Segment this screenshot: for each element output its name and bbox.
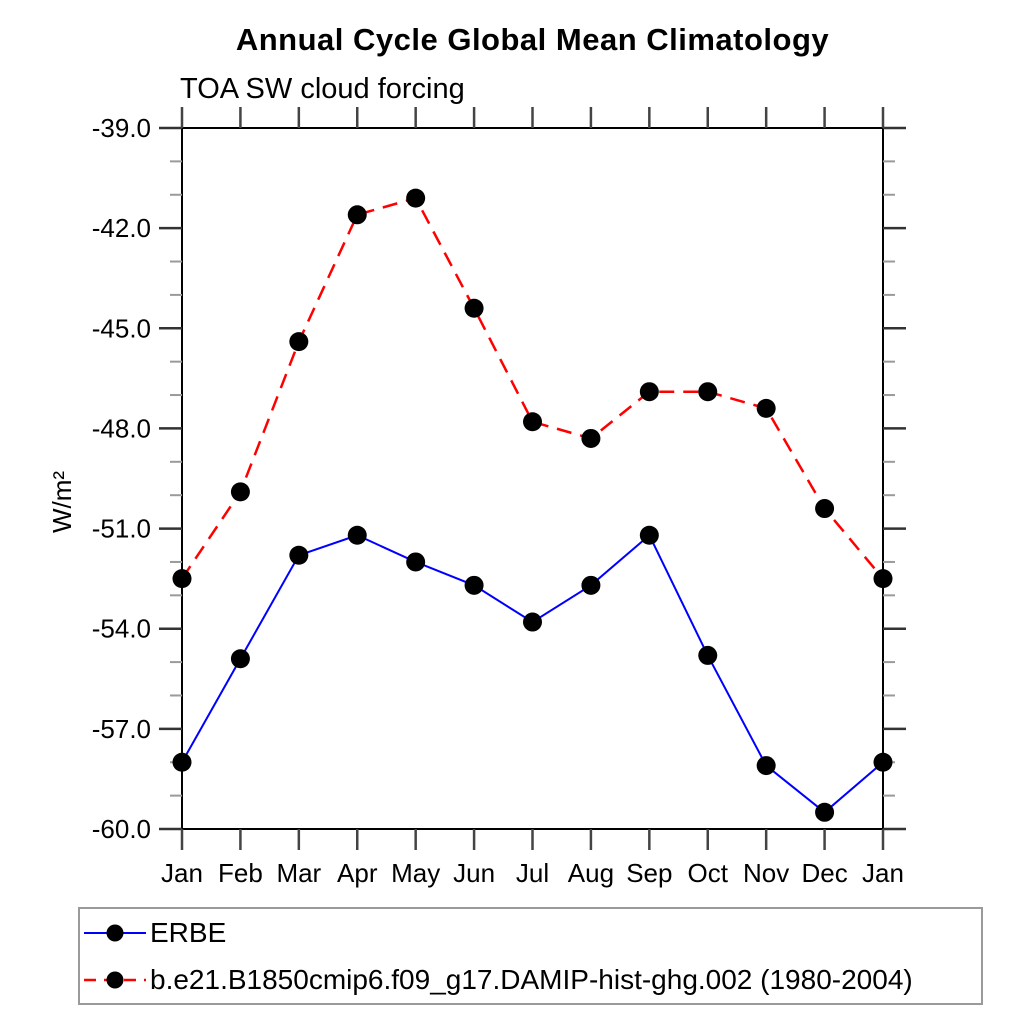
x-axis-tick-label: Mar — [276, 858, 321, 888]
data-point-marker — [581, 575, 601, 595]
data-point-marker — [347, 205, 367, 225]
data-point-marker — [289, 332, 309, 352]
data-point-marker — [406, 552, 426, 572]
data-point-marker — [230, 649, 250, 669]
x-axis-tick-label: Jan — [862, 858, 904, 888]
x-axis-tick-label: Feb — [218, 858, 263, 888]
plot-frame — [181, 127, 884, 830]
x-axis-tick-label: Oct — [688, 858, 729, 888]
data-point-marker — [172, 569, 192, 589]
data-point-marker — [289, 545, 309, 565]
data-point-marker — [639, 525, 659, 545]
y-axis-tick-label: -51.0 — [92, 514, 151, 544]
x-axis-tick-label: Nov — [743, 858, 789, 888]
x-axis-tick-label: Jan — [161, 858, 203, 888]
legend-sample-marker — [106, 924, 124, 941]
y-axis-tick-label: -42.0 — [92, 213, 151, 243]
data-point-marker — [873, 752, 893, 772]
data-point-marker — [464, 298, 484, 318]
y-axis-tick-label: -57.0 — [92, 714, 151, 744]
x-axis-tick-label: Sep — [626, 858, 672, 888]
x-axis-tick-label: Jul — [516, 858, 549, 888]
legend-item-erbe: ERBE — [80, 916, 981, 950]
data-point-marker — [464, 575, 484, 595]
data-point-marker — [873, 569, 893, 589]
data-point-marker — [698, 645, 718, 665]
y-axis-tick-label: -45.0 — [92, 313, 151, 343]
x-axis-tick-label: Jun — [453, 858, 495, 888]
legend-label-erbe: ERBE — [150, 916, 227, 948]
data-point-marker — [347, 525, 367, 545]
x-axis-tick-label: Dec — [801, 858, 847, 888]
legend-label-model: b.e21.B1850cmip6.f09_g17.DAMIP-hist-ghg.… — [150, 963, 913, 995]
y-axis-tick-label: -54.0 — [92, 614, 151, 644]
chart-subtitle: TOA SW cloud forcing — [180, 73, 465, 105]
data-point-marker — [230, 482, 250, 502]
legend-item-model: b.e21.B1850cmip6.f09_g17.DAMIP-hist-ghg.… — [80, 963, 981, 997]
legend-line-solid-icon — [84, 924, 146, 941]
x-axis-tick-label: May — [391, 858, 440, 888]
data-point-marker — [756, 398, 776, 418]
data-point-marker — [815, 802, 835, 822]
data-point-marker — [698, 382, 718, 402]
data-point-marker — [523, 612, 542, 632]
legend-sample-marker — [106, 971, 124, 988]
legend-line-dashed-icon — [84, 971, 146, 988]
data-point-marker — [406, 188, 426, 208]
x-axis-tick-label: Apr — [337, 858, 378, 888]
series-line-0 — [181, 533, 884, 814]
data-point-marker — [639, 382, 659, 402]
series-line-1 — [180, 196, 884, 580]
legend: ERBE b.e21.B1850cmip6.f09_g17.DAMIP-hist… — [78, 907, 983, 1005]
data-point-marker — [756, 756, 776, 776]
data-point-marker — [815, 499, 835, 519]
y-axis-tick-label: -39.0 — [92, 113, 151, 143]
data-point-marker — [172, 752, 192, 772]
chart-title: Annual Cycle Global Mean Climatology — [235, 22, 830, 57]
y-axis-tick-label: -60.0 — [92, 814, 151, 844]
data-point-marker — [523, 412, 542, 432]
x-axis-tick-label: Aug — [568, 858, 614, 888]
y-axis-tick-label: -48.0 — [92, 413, 151, 443]
data-point-marker — [581, 428, 601, 448]
